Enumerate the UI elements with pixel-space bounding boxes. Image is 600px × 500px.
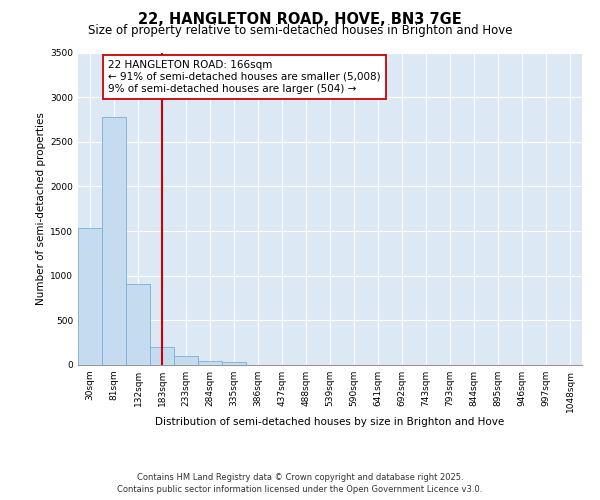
Text: Size of property relative to semi-detached houses in Brighton and Hove: Size of property relative to semi-detach… [88,24,512,37]
Bar [174,356,198,365]
Text: Contains HM Land Registry data © Crown copyright and database right 2025.
Contai: Contains HM Land Registry data © Crown c… [118,472,482,494]
Bar [78,228,102,365]
Bar [150,347,174,365]
Bar [198,361,222,365]
Text: 22 HANGLETON ROAD: 166sqm
← 91% of semi-detached houses are smaller (5,008)
9% o: 22 HANGLETON ROAD: 166sqm ← 91% of semi-… [108,60,381,94]
Bar [126,284,150,365]
Bar [222,362,246,365]
Bar [102,117,126,365]
X-axis label: Distribution of semi-detached houses by size in Brighton and Hove: Distribution of semi-detached houses by … [155,418,505,428]
Y-axis label: Number of semi-detached properties: Number of semi-detached properties [36,112,46,305]
Text: 22, HANGLETON ROAD, HOVE, BN3 7GE: 22, HANGLETON ROAD, HOVE, BN3 7GE [138,12,462,28]
